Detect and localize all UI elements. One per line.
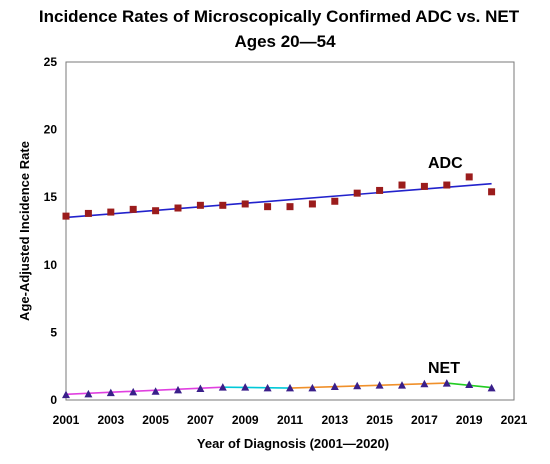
net-point (84, 389, 93, 398)
y-axis: 0 5 10 15 20 25 (44, 55, 58, 407)
x-tick-label: 2017 (411, 413, 438, 427)
net-trend-segment (289, 382, 447, 389)
y-axis-label: Age-Adjusted Incidence Rate (17, 141, 32, 321)
x-tick-label: 2001 (53, 413, 80, 427)
net-point (62, 390, 70, 399)
adc-point (84, 209, 92, 217)
adc-point (308, 200, 316, 208)
adc-point (420, 182, 428, 190)
adc-trend-line (65, 182, 492, 219)
adc-point (219, 201, 227, 209)
x-axis: 2001 2003 2005 2007 2009 2011 2013 2015 2017 2019… (53, 413, 528, 427)
x-tick-label: 2003 (97, 413, 124, 427)
x-tick-label: 2013 (321, 413, 348, 427)
y-tick-label: 0 (50, 393, 57, 407)
net-point (174, 385, 182, 394)
net-point (330, 382, 339, 390)
series-label-net: NET (428, 360, 460, 377)
x-tick-label: 2007 (187, 413, 214, 427)
adc-point (465, 173, 473, 181)
x-axis-label: Year of Diagnosis (2001—2020) (197, 436, 389, 451)
plot-area (65, 61, 515, 401)
y-tick-label: 25 (44, 55, 58, 69)
net-point (106, 388, 115, 397)
adc-point (286, 203, 294, 211)
net-point (241, 383, 250, 391)
x-tick-label: 2009 (232, 413, 259, 427)
x-tick-label: 2011 (277, 413, 303, 427)
net-point (465, 380, 474, 388)
x-tick-label: 2015 (366, 413, 393, 427)
net-point (375, 381, 384, 389)
adc-point (488, 188, 496, 196)
net-point (151, 387, 160, 395)
net-point (442, 379, 451, 387)
net-point (129, 387, 138, 396)
y-tick-label: 20 (44, 123, 58, 137)
y-tick-label: 5 (50, 325, 57, 339)
x-tick-label: 2019 (456, 413, 483, 427)
adc-point (376, 186, 384, 194)
adc-point (331, 197, 339, 205)
adc-point (241, 200, 249, 208)
chart-subtitle: Ages 20—54 (234, 32, 336, 51)
net-point (218, 383, 227, 391)
net-point (398, 381, 406, 389)
adc-point (196, 201, 204, 209)
y-tick-label: 15 (44, 190, 58, 204)
net-trend-segment (222, 386, 291, 389)
series-label-adc: ADC (428, 155, 463, 172)
adc-point (264, 203, 272, 211)
adc-point (62, 212, 70, 220)
net-point (353, 381, 362, 390)
net-point (196, 384, 205, 393)
adc-point (152, 207, 160, 215)
x-tick-label: 2005 (142, 413, 169, 427)
adc-point (174, 204, 182, 212)
adc-point (353, 189, 361, 197)
x-tick-label: 2021 (501, 413, 528, 427)
net-point (308, 383, 317, 392)
net-point (263, 383, 272, 392)
y-tick-label: 10 (44, 258, 58, 272)
adc-point (398, 181, 406, 189)
adc-point (107, 208, 115, 216)
chart-title: Incidence Rates of Microscopically Confi… (39, 7, 520, 26)
adc-point (129, 205, 137, 213)
net-trend-segment (65, 386, 223, 396)
adc-point (443, 181, 451, 189)
data-points (62, 173, 496, 399)
net-point (487, 383, 496, 392)
net-point (286, 383, 294, 392)
net-point (420, 379, 429, 388)
